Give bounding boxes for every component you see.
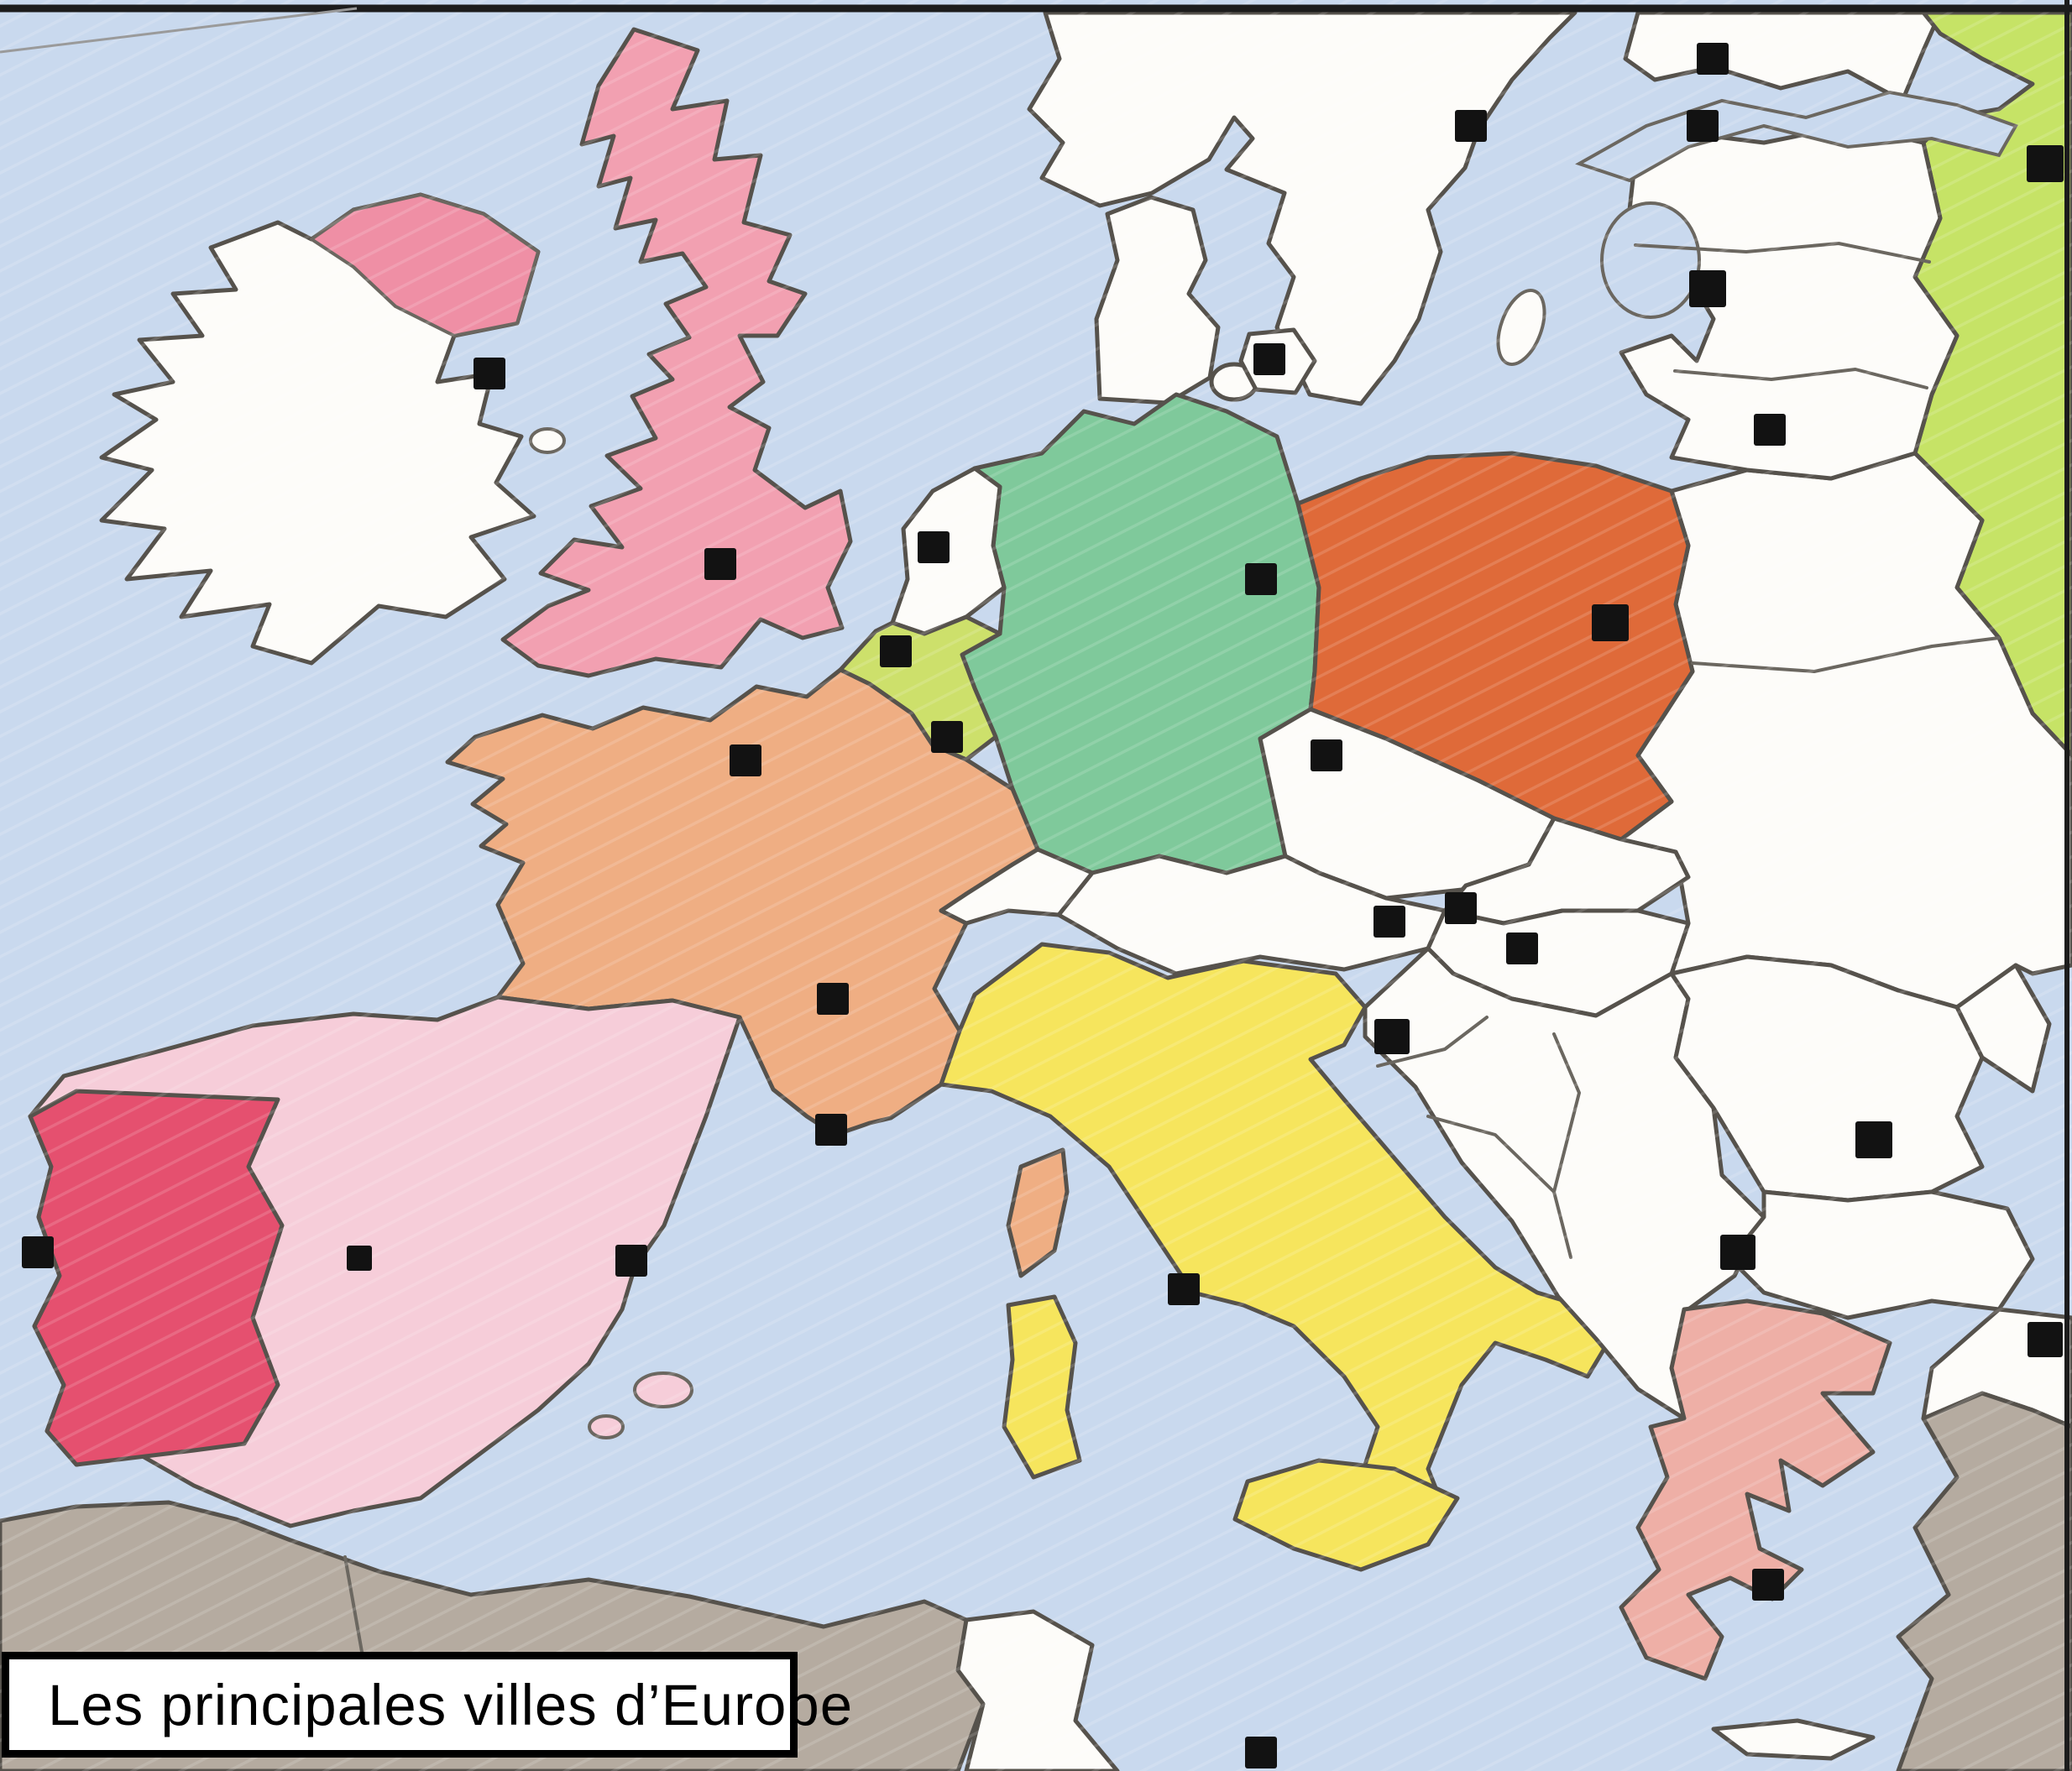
city-marker: [815, 1114, 847, 1146]
city-marker: [615, 1245, 647, 1277]
city-marker: [1245, 1737, 1277, 1768]
city-marker: [474, 358, 505, 389]
city-marker: [1855, 1121, 1892, 1158]
city-marker: [1311, 739, 1342, 771]
city-marker: [1506, 933, 1538, 964]
city-marker: [1697, 43, 1729, 75]
city-marker: [931, 721, 963, 753]
city-marker: [22, 1236, 54, 1268]
city-marker: [1689, 270, 1726, 307]
city-marker: [1752, 1569, 1784, 1601]
city-marker: [1245, 563, 1277, 595]
city-marker: [1373, 906, 1405, 938]
city-marker: [1687, 110, 1719, 142]
city-marker: [1168, 1273, 1200, 1305]
city-marker: [1253, 343, 1285, 375]
scan-artifact-line: [0, 7, 358, 54]
city-marker: [1592, 604, 1629, 641]
map-title: Les principales villes d’Europe: [48, 1672, 854, 1737]
city-marker: [1754, 414, 1786, 446]
city-marker: [347, 1246, 372, 1271]
city-marker: [1445, 892, 1477, 924]
city-marker: [2027, 145, 2064, 182]
city-marker: [1720, 1235, 1755, 1270]
city-marker: [730, 744, 761, 776]
city-marker: [1455, 110, 1487, 142]
city-marker: [2028, 1322, 2063, 1357]
city-markers-layer: [22, 43, 2064, 1768]
city-marker: [704, 548, 736, 580]
map-title-box: Les principales villes d’Europe: [2, 1652, 852, 1758]
city-marker: [817, 983, 849, 1015]
city-marker: [880, 635, 912, 667]
city-marker: [918, 531, 950, 563]
city-marker: [1374, 1019, 1410, 1054]
